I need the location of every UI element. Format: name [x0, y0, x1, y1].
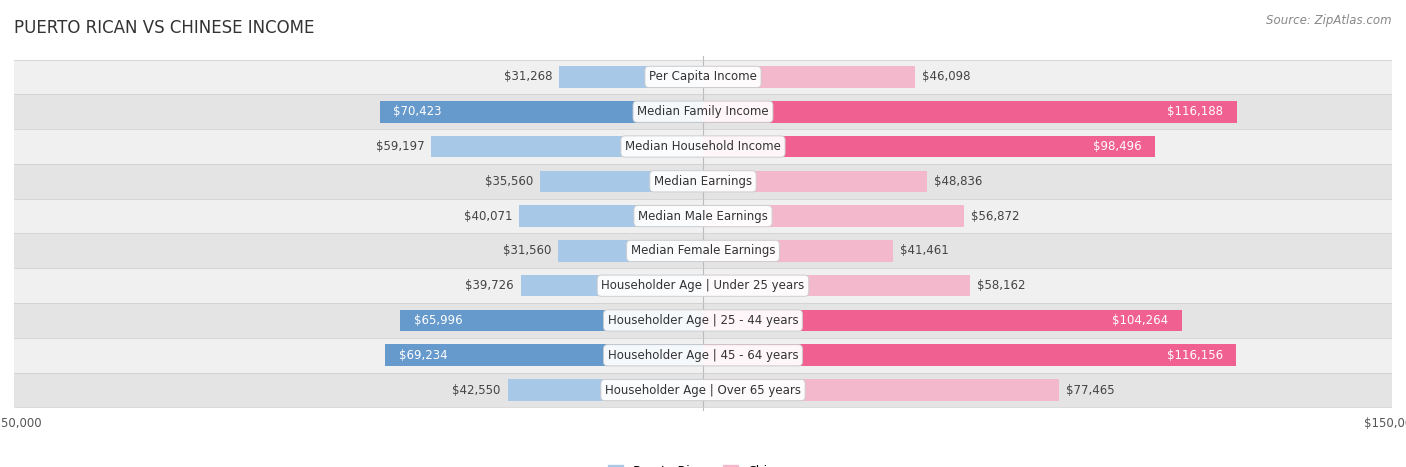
- Bar: [703, 170, 928, 192]
- Bar: [14, 234, 1392, 269]
- Text: Median Family Income: Median Family Income: [637, 105, 769, 118]
- Bar: [14, 164, 1392, 198]
- Bar: [432, 136, 703, 157]
- Text: $39,726: $39,726: [465, 279, 513, 292]
- Text: Householder Age | 45 - 64 years: Householder Age | 45 - 64 years: [607, 349, 799, 362]
- Bar: [703, 379, 1059, 401]
- Bar: [14, 198, 1392, 234]
- Text: $56,872: $56,872: [972, 210, 1019, 223]
- Bar: [14, 373, 1392, 408]
- Text: Householder Age | Under 25 years: Householder Age | Under 25 years: [602, 279, 804, 292]
- Text: $116,156: $116,156: [1167, 349, 1223, 362]
- Text: $42,550: $42,550: [453, 383, 501, 396]
- Text: Source: ZipAtlas.com: Source: ZipAtlas.com: [1267, 14, 1392, 27]
- Bar: [703, 136, 1156, 157]
- Bar: [540, 170, 703, 192]
- Text: $59,197: $59,197: [375, 140, 425, 153]
- Bar: [703, 205, 965, 227]
- Text: PUERTO RICAN VS CHINESE INCOME: PUERTO RICAN VS CHINESE INCOME: [14, 19, 315, 37]
- Text: Median Earnings: Median Earnings: [654, 175, 752, 188]
- Text: $104,264: $104,264: [1112, 314, 1168, 327]
- Bar: [558, 240, 703, 262]
- Bar: [703, 275, 970, 297]
- Text: $58,162: $58,162: [977, 279, 1025, 292]
- Bar: [14, 269, 1392, 303]
- Text: $31,268: $31,268: [503, 71, 553, 84]
- Text: $77,465: $77,465: [1066, 383, 1115, 396]
- Text: $65,996: $65,996: [413, 314, 463, 327]
- Text: $31,560: $31,560: [503, 244, 551, 257]
- Text: $46,098: $46,098: [921, 71, 970, 84]
- Text: Median Household Income: Median Household Income: [626, 140, 780, 153]
- Bar: [703, 66, 915, 88]
- Bar: [14, 338, 1392, 373]
- Text: Median Female Earnings: Median Female Earnings: [631, 244, 775, 257]
- Bar: [560, 66, 703, 88]
- Bar: [703, 345, 1236, 366]
- Bar: [385, 345, 703, 366]
- Text: $69,234: $69,234: [399, 349, 447, 362]
- Text: $48,836: $48,836: [934, 175, 983, 188]
- Text: $98,496: $98,496: [1092, 140, 1142, 153]
- Bar: [14, 59, 1392, 94]
- Bar: [703, 240, 893, 262]
- Bar: [520, 275, 703, 297]
- Text: $70,423: $70,423: [394, 105, 441, 118]
- Text: Householder Age | 25 - 44 years: Householder Age | 25 - 44 years: [607, 314, 799, 327]
- Bar: [14, 303, 1392, 338]
- Bar: [703, 310, 1182, 331]
- Text: Median Male Earnings: Median Male Earnings: [638, 210, 768, 223]
- Bar: [14, 94, 1392, 129]
- Legend: Puerto Rican, Chinese: Puerto Rican, Chinese: [603, 460, 803, 467]
- Text: $41,461: $41,461: [900, 244, 949, 257]
- Bar: [703, 101, 1237, 122]
- Bar: [508, 379, 703, 401]
- Text: $116,188: $116,188: [1167, 105, 1223, 118]
- Bar: [14, 129, 1392, 164]
- Text: $40,071: $40,071: [464, 210, 512, 223]
- Text: Per Capita Income: Per Capita Income: [650, 71, 756, 84]
- Bar: [380, 101, 703, 122]
- Text: Householder Age | Over 65 years: Householder Age | Over 65 years: [605, 383, 801, 396]
- Bar: [399, 310, 703, 331]
- Bar: [519, 205, 703, 227]
- Text: $35,560: $35,560: [485, 175, 533, 188]
